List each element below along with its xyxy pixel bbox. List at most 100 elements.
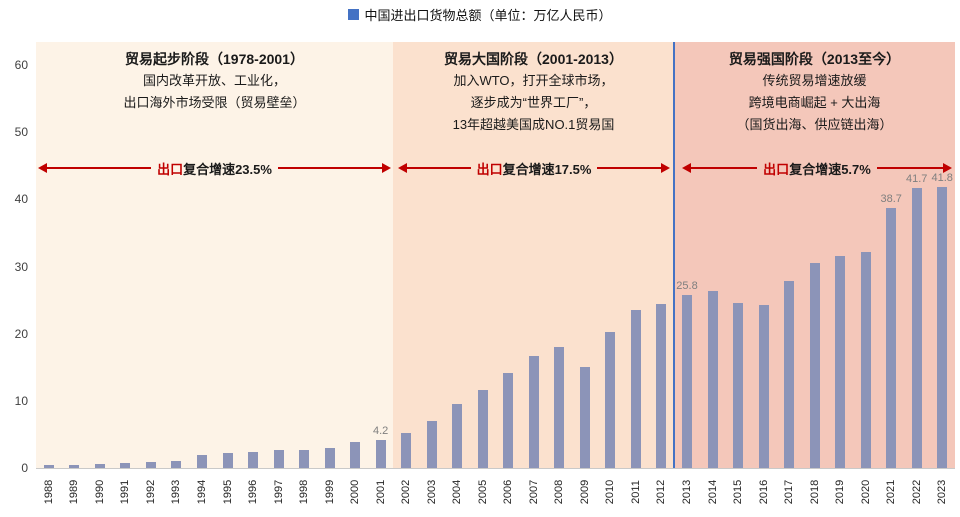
x-tick-2007: 2007 (527, 479, 540, 505)
region-1-growth-arrow: 出口复合增速17.5% (398, 161, 671, 177)
y-tick-20: 20 (14, 326, 28, 341)
x-tick-2022: 2022 (910, 479, 923, 505)
bar-1989 (69, 465, 80, 468)
y-tick-40: 40 (14, 192, 28, 207)
region-1-line: 13年超越美国成NO.1贸易国 (452, 117, 615, 132)
arrow-line (277, 167, 383, 169)
x-tick-2000: 2000 (349, 479, 362, 505)
y-tick-60: 60 (14, 58, 28, 72)
arrow-right-icon (943, 163, 952, 173)
region-2-line: 传统贸易增速放缓 (762, 73, 867, 88)
arrow-left-icon (398, 163, 407, 173)
y-tick-0: 0 (21, 461, 28, 475)
region-1-title: 贸易大国阶段（2001-2013） (444, 51, 623, 67)
bar-2003 (426, 421, 437, 468)
x-tick-2013: 2013 (681, 479, 693, 505)
bar-2012 (656, 304, 667, 468)
y-tick-10: 10 (14, 393, 28, 408)
bar-1999 (324, 447, 335, 468)
bar-2001 (375, 439, 386, 468)
x-tick-2004: 2004 (451, 479, 464, 505)
bar-2015 (733, 302, 743, 468)
x-tick-2017: 2017 (783, 479, 796, 505)
region-2-annotation: 贸易强国阶段（2013至今） 传统贸易增速放缓 跨境电商崛起 + 大出海 （国货… (674, 48, 955, 136)
arrow-line (47, 167, 152, 169)
bar-2021 (886, 208, 897, 468)
bar-2020 (860, 251, 871, 468)
x-tick-2011: 2011 (629, 480, 642, 504)
x-tick-1996: 1996 (247, 479, 259, 505)
bar-1990 (94, 464, 105, 468)
bar-2018 (809, 263, 820, 468)
bar-1991 (120, 463, 131, 468)
bar-1993 (171, 460, 182, 468)
x-tick-2020: 2020 (859, 479, 872, 505)
x-tick-1998: 1998 (298, 479, 310, 505)
bar-2017 (784, 281, 795, 468)
region-1-line: 加入WTO，打开全球市场， (453, 73, 614, 88)
region-2-line: （国货出海、供应链出海） (736, 117, 893, 132)
region-0-growth-label: 出口复合增速23.5% (157, 161, 272, 177)
x-tick-2006: 2006 (502, 479, 515, 505)
x-tick-1990: 1990 (93, 479, 106, 505)
arrow-right-icon (661, 163, 671, 173)
arrow-line (691, 167, 758, 169)
bar-1998 (299, 449, 309, 468)
region-0-line: 国内改革开放、工业化， (142, 73, 286, 88)
region-0-line: 出口海外市场受限（贸易壁垒） (123, 95, 306, 110)
x-tick-2019: 2019 (834, 479, 847, 505)
bar-1992 (145, 462, 156, 468)
y-tick-50: 50 (14, 125, 28, 140)
x-tick-2003: 2003 (425, 479, 438, 505)
arrow-right-icon (382, 163, 392, 173)
region-1-growth-label: 出口复合增速17.5% (476, 161, 592, 177)
region-2-growth-label: 出口复合增速5.7% (763, 161, 871, 177)
x-tick-2014: 2014 (706, 479, 719, 505)
x-tick-1988: 1988 (42, 479, 55, 505)
y-axis: 0 10 20 30 40 50 60 (0, 0, 30, 517)
region-bg-startup-phase (36, 42, 394, 468)
bar-2000 (350, 441, 361, 468)
bar-2006 (503, 373, 514, 468)
y-tick-30: 30 (14, 259, 28, 274)
x-tick-2021: 2021 (885, 479, 898, 505)
legend-marker-icon (348, 9, 360, 20)
region-1-line: 逐步成为“世界工厂”， (470, 95, 597, 110)
bar-1988 (43, 465, 54, 468)
bar-2014 (707, 290, 718, 468)
region-2-line: 跨境电商崛起 + 大出海 (748, 95, 881, 110)
region-0-title: 贸易起步阶段（1978-2001） (125, 51, 304, 67)
bar-1994 (196, 454, 207, 468)
x-tick-1991: 1991 (119, 479, 132, 505)
x-tick-1992: 1992 (144, 479, 157, 505)
arrow-left-icon (682, 163, 691, 173)
bar-2019 (835, 256, 846, 468)
bar-2016 (758, 304, 769, 468)
x-tick-2010: 2010 (604, 479, 617, 505)
bar-2013 (682, 294, 692, 468)
x-tick-1997: 1997 (272, 479, 285, 505)
bar-2010 (605, 332, 616, 468)
x-tick-2008: 2008 (553, 479, 566, 505)
region-2-title: 贸易强国阶段（2013至今） (728, 51, 901, 67)
x-tick-2001: 2001 (374, 479, 387, 505)
bar-1995 (222, 452, 233, 468)
plot-area: 贸易起步阶段（1978-2001） 国内改革开放、工业化， 出口海外市场受限（贸… (36, 42, 955, 469)
arrow-line (597, 167, 662, 169)
bar-2023 (937, 187, 948, 468)
region-1-annotation: 贸易大国阶段（2001-2013） 加入WTO，打开全球市场， 逐步成为“世界工… (393, 48, 674, 136)
bar-2011 (630, 309, 641, 468)
region-0-growth-arrow: 出口复合增速23.5% (38, 161, 392, 177)
x-tick-1995: 1995 (221, 479, 234, 505)
bar-2007 (528, 355, 539, 468)
x-tick-2015: 2015 (732, 479, 744, 505)
bar-2022 (911, 187, 922, 468)
x-tick-2016: 2016 (757, 479, 770, 505)
bar-2004 (452, 403, 463, 468)
region-2-growth-arrow: 出口复合增速5.7% (682, 161, 952, 177)
legend-label: 中国进出口货物总额（单位：万亿人民币） (364, 8, 612, 23)
bar-2009 (579, 366, 590, 468)
x-tick-2002: 2002 (400, 479, 413, 505)
x-tick-1999: 1999 (323, 479, 336, 505)
